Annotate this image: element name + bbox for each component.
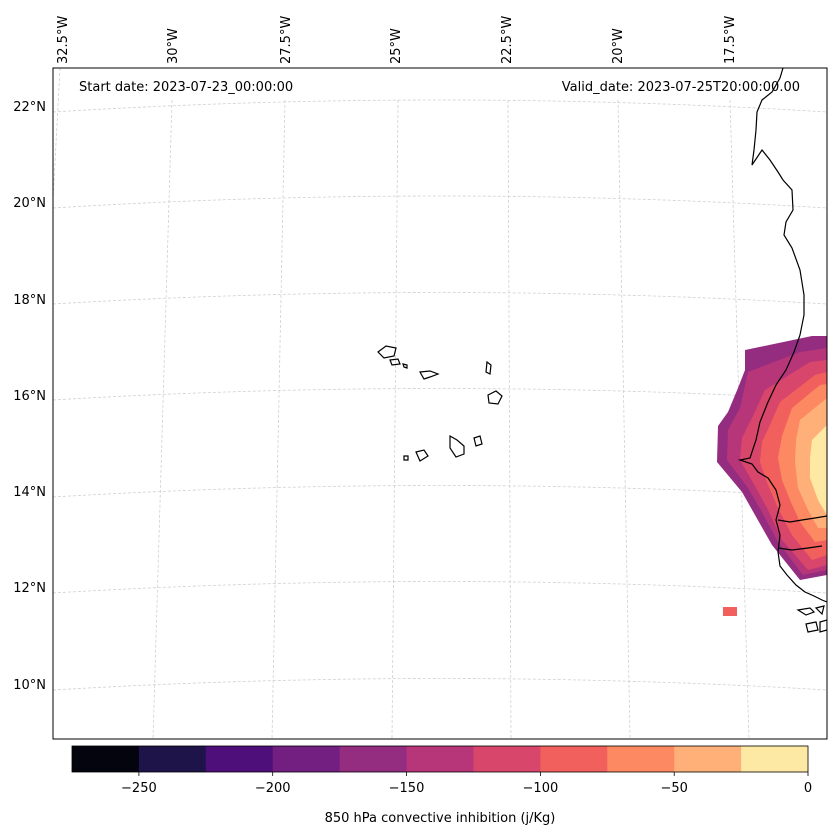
colorbar-tick-label: −200 <box>255 781 291 796</box>
meridian-30w <box>152 99 173 739</box>
start-date-label: Start date: 2023-07-23_00:00:00 <box>79 80 293 95</box>
colorbar-frame <box>71 745 809 773</box>
colorbar-tick-label: −250 <box>121 781 157 796</box>
island-brava <box>403 455 409 461</box>
island-sal <box>485 360 492 375</box>
map-frame <box>52 67 828 740</box>
longitude-labels: 32.5°W 30°W 27.5°W 25°W 22.5°W 20°W 17.5… <box>56 16 738 64</box>
colorbar-title: 850 hPa convective inhibition (j/Kg) <box>325 811 556 826</box>
contour-band-0 <box>810 425 827 515</box>
lat-label: 18°N <box>13 293 46 308</box>
colorbar-tick-label: −50 <box>660 781 687 796</box>
colorbar-swatch <box>473 746 541 772</box>
colorbar-tick-label: 0 <box>804 781 812 796</box>
colorbar-swatch <box>406 746 474 772</box>
lat-label: 10°N <box>13 678 46 693</box>
island-santa-luzia <box>402 363 408 369</box>
gambia-river <box>777 515 827 523</box>
cin-contours <box>717 336 827 616</box>
parallel-14n <box>53 485 827 498</box>
casamance-coast <box>777 545 823 551</box>
contour-patch-offshore <box>723 607 737 616</box>
colorbar-ticks <box>138 772 809 776</box>
meridian-32-5w <box>53 68 61 201</box>
lon-label: 22.5°W <box>500 16 515 64</box>
cape-verde-islands <box>377 345 503 462</box>
parallel-20n <box>53 195 827 209</box>
parallel-22n <box>53 99 827 113</box>
lat-label: 22°N <box>13 100 46 115</box>
map-panel <box>53 68 827 739</box>
colorbar-swatch <box>339 746 408 772</box>
island-sao-nicolau <box>419 370 440 380</box>
lat-label: 16°N <box>13 389 46 404</box>
lon-label: 30°W <box>166 28 181 64</box>
lon-label: 17.5°W <box>723 16 738 64</box>
colorbar-swatches <box>72 746 809 772</box>
lat-label: 20°N <box>13 196 46 211</box>
meridian-27-5w <box>271 99 286 739</box>
colorbar: −250 −200 −150 −100 −50 0 850 hPa convec… <box>71 745 812 826</box>
island-santiago <box>449 434 465 458</box>
parallel-16n <box>53 388 827 401</box>
parallel-18n <box>53 292 827 305</box>
island-maio <box>473 435 483 447</box>
latitude-labels: 22°N 20°N 18°N 16°N 14°N 12°N 10°N <box>13 100 46 693</box>
meridian-17-5w <box>729 99 750 739</box>
colorbar-swatch <box>272 746 341 772</box>
colorbar-swatch <box>72 746 140 772</box>
colorbar-swatch <box>607 746 675 772</box>
island-fogo <box>415 449 429 462</box>
lon-label: 32.5°W <box>56 16 71 64</box>
colorbar-swatch <box>205 746 274 772</box>
parallel-12n <box>53 581 827 594</box>
lon-label: 20°W <box>611 28 626 64</box>
parallel-10n <box>53 678 827 691</box>
meridian-25w <box>391 99 399 739</box>
coastlines <box>737 68 827 633</box>
lon-label: 25°W <box>389 28 404 64</box>
colorbar-swatch <box>674 746 742 772</box>
island-santo-antao <box>377 345 397 359</box>
meridian-20w <box>617 99 631 739</box>
colorbar-swatch <box>741 746 809 772</box>
meridian-22-5w <box>507 99 512 739</box>
colorbar-tick-label: −100 <box>523 781 559 796</box>
island-boa-vista <box>487 390 503 405</box>
graticule <box>53 68 827 739</box>
lat-label: 12°N <box>13 581 46 596</box>
valid-date-label: Valid_date: 2023-07-25T20:00:00.00 <box>562 80 800 95</box>
colorbar-swatch <box>138 746 207 772</box>
colorbar-tick-label: −150 <box>389 781 425 796</box>
lon-label: 27.5°W <box>279 16 294 64</box>
lat-label: 14°N <box>13 485 46 500</box>
island-sao-vicente <box>389 358 401 366</box>
colorbar-swatch <box>540 746 608 772</box>
africa-coastline <box>737 68 827 603</box>
bijagos-islands <box>796 605 827 633</box>
